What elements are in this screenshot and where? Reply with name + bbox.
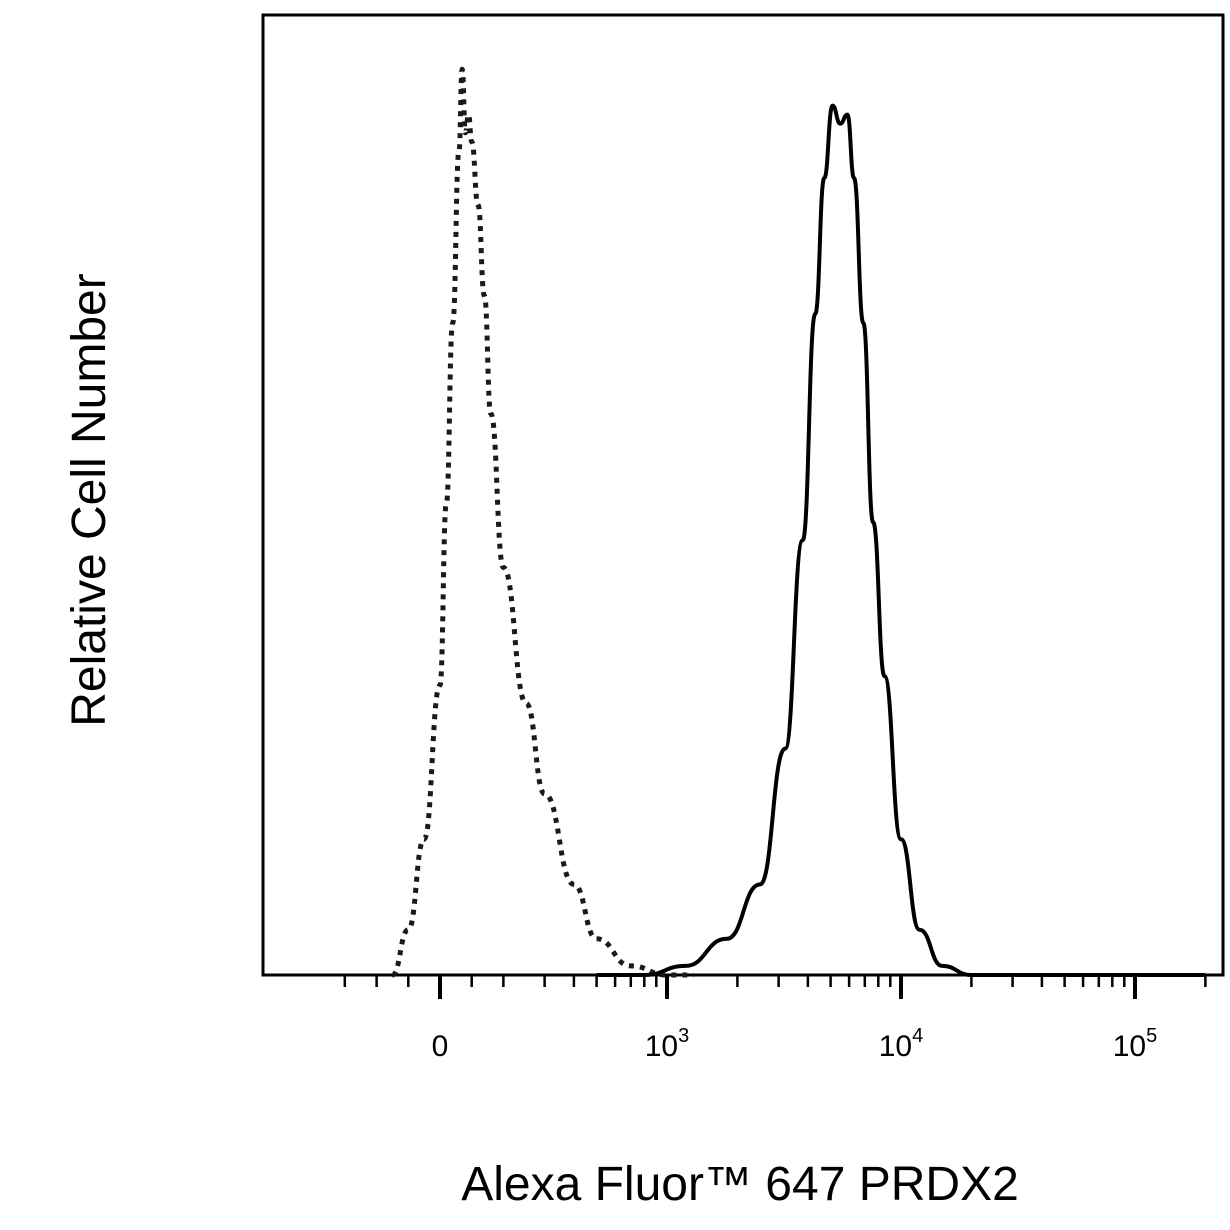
x-tick-label: 0 [432, 1030, 449, 1063]
x-axis-tick-labels: 0 103 104 105 [432, 1025, 1158, 1063]
control-histogram-line [390, 66, 694, 978]
plot-frame [261, 13, 1225, 977]
x-tick-label: 103 [645, 1025, 690, 1063]
stained-histogram-line [596, 103, 1206, 978]
x-tick-label: 104 [879, 1025, 924, 1063]
x-tick-label: 105 [1113, 1025, 1158, 1063]
series-layer [390, 66, 1206, 978]
x-axis-title: Alexa Fluor™ 647 PRDX2 [461, 1158, 1019, 1211]
y-axis-title: Relative Cell Number [63, 273, 116, 727]
plot-area: 0 103 104 105 [261, 13, 1225, 1063]
x-axis-ticks [343, 975, 1207, 999]
